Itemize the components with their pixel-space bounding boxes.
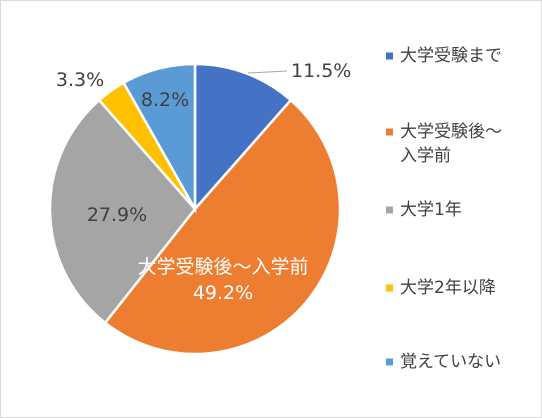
legend-marker — [386, 206, 393, 214]
legend-item: 大学受験後～ 入学前 — [386, 122, 502, 166]
legend-label: 大学受験後～ — [400, 122, 502, 142]
legend-marker — [386, 128, 393, 136]
slice-value-label: 3.3% — [56, 69, 104, 91]
legend-marker — [386, 284, 393, 292]
slice-value-label: 27.9% — [87, 204, 147, 226]
legend-marker — [386, 52, 393, 60]
pie-slice — [193, 62, 293, 213]
slice-value-label: 49.2% — [193, 282, 253, 304]
pie-slice — [48, 98, 197, 325]
slice-value-label: 11.5% — [291, 60, 351, 82]
legend-item: 大学受験まで — [386, 46, 502, 66]
legend-label: 大学受験まで — [400, 46, 502, 66]
leader-line — [247, 70, 288, 74]
data-labels: 11.5% 大学受験後～入学前 49.2% 27.9% 3.3% 8.2% — [56, 60, 352, 304]
slice-value-label: 8.2% — [141, 89, 189, 111]
slice-category-label: 大学受験後～入学前 — [137, 256, 308, 278]
legend-item: 大学2年以降 — [386, 278, 496, 298]
legend-marker — [386, 358, 393, 366]
legend-label: 大学1年 — [400, 200, 462, 220]
pie-slice — [103, 98, 342, 356]
pie-slice — [121, 62, 197, 214]
legend-item: 大学1年 — [386, 200, 462, 220]
legend-label: 大学2年以降 — [400, 278, 496, 298]
legend-label: 入学前 — [400, 146, 451, 166]
legend-label: 覚えていない — [400, 352, 501, 372]
pie-slices — [48, 62, 342, 356]
legend-item: 覚えていない — [386, 352, 501, 372]
